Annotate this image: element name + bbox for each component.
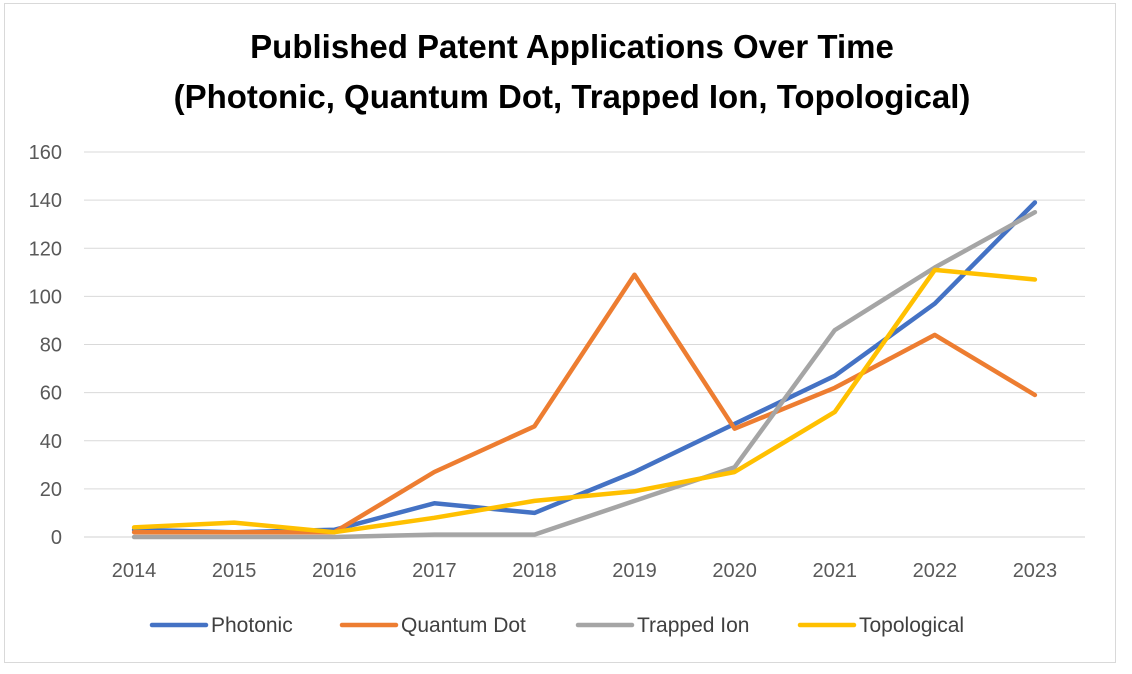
y-tick-label: 0 [51, 527, 62, 549]
legend-label: Photonic [211, 614, 293, 637]
y-tick-label: 80 [40, 335, 62, 357]
series-line-photonic [131, 200, 1038, 535]
y-tick-label: 140 [29, 190, 62, 212]
x-tick-label: 2015 [212, 560, 257, 582]
chart-title-line-2: (Photonic, Quantum Dot, Trapped Ion, Top… [174, 78, 971, 115]
legend-label: Topological [859, 614, 964, 637]
y-tick-label: 100 [29, 286, 62, 308]
x-tick-label: 2021 [813, 560, 858, 582]
y-tick-label: 40 [40, 431, 62, 453]
x-tick-label: 2023 [1013, 560, 1058, 582]
y-tick-label: 120 [29, 238, 62, 260]
x-tick-label: 2019 [612, 560, 657, 582]
x-tick-label: 2014 [112, 560, 157, 582]
series-lines [131, 200, 1038, 540]
y-tick-label: 20 [40, 479, 62, 501]
y-axis-ticks: 0 20 40 60 80 100 120 140 160 [29, 142, 62, 549]
x-tick-label: 2016 [312, 560, 357, 582]
series-line-trapped-ion [131, 209, 1038, 540]
legend-label: Quantum Dot [401, 614, 526, 637]
y-tick-label: 60 [40, 383, 62, 405]
legend: Photonic Quantum Dot Trapped Ion Topologica… [149, 614, 964, 637]
x-tick-label: 2018 [512, 560, 557, 582]
gridlines [84, 151, 1085, 538]
x-tick-label: 2020 [712, 560, 757, 582]
series-line-topological [131, 267, 1038, 535]
series-line-quantum-dot [131, 272, 1038, 535]
x-tick-label: 2022 [913, 560, 958, 582]
x-axis-ticks: 2014 2015 2016 2017 2018 2019 2020 2021 2022 2023 [112, 560, 1057, 582]
chart-frame [4, 3, 1116, 663]
legend-label: Trapped Ion [637, 614, 749, 637]
y-tick-label: 160 [29, 142, 62, 164]
x-tick-label: 2017 [412, 560, 457, 582]
chart-title-line-1: Published Patent Applications Over Time [250, 28, 894, 65]
